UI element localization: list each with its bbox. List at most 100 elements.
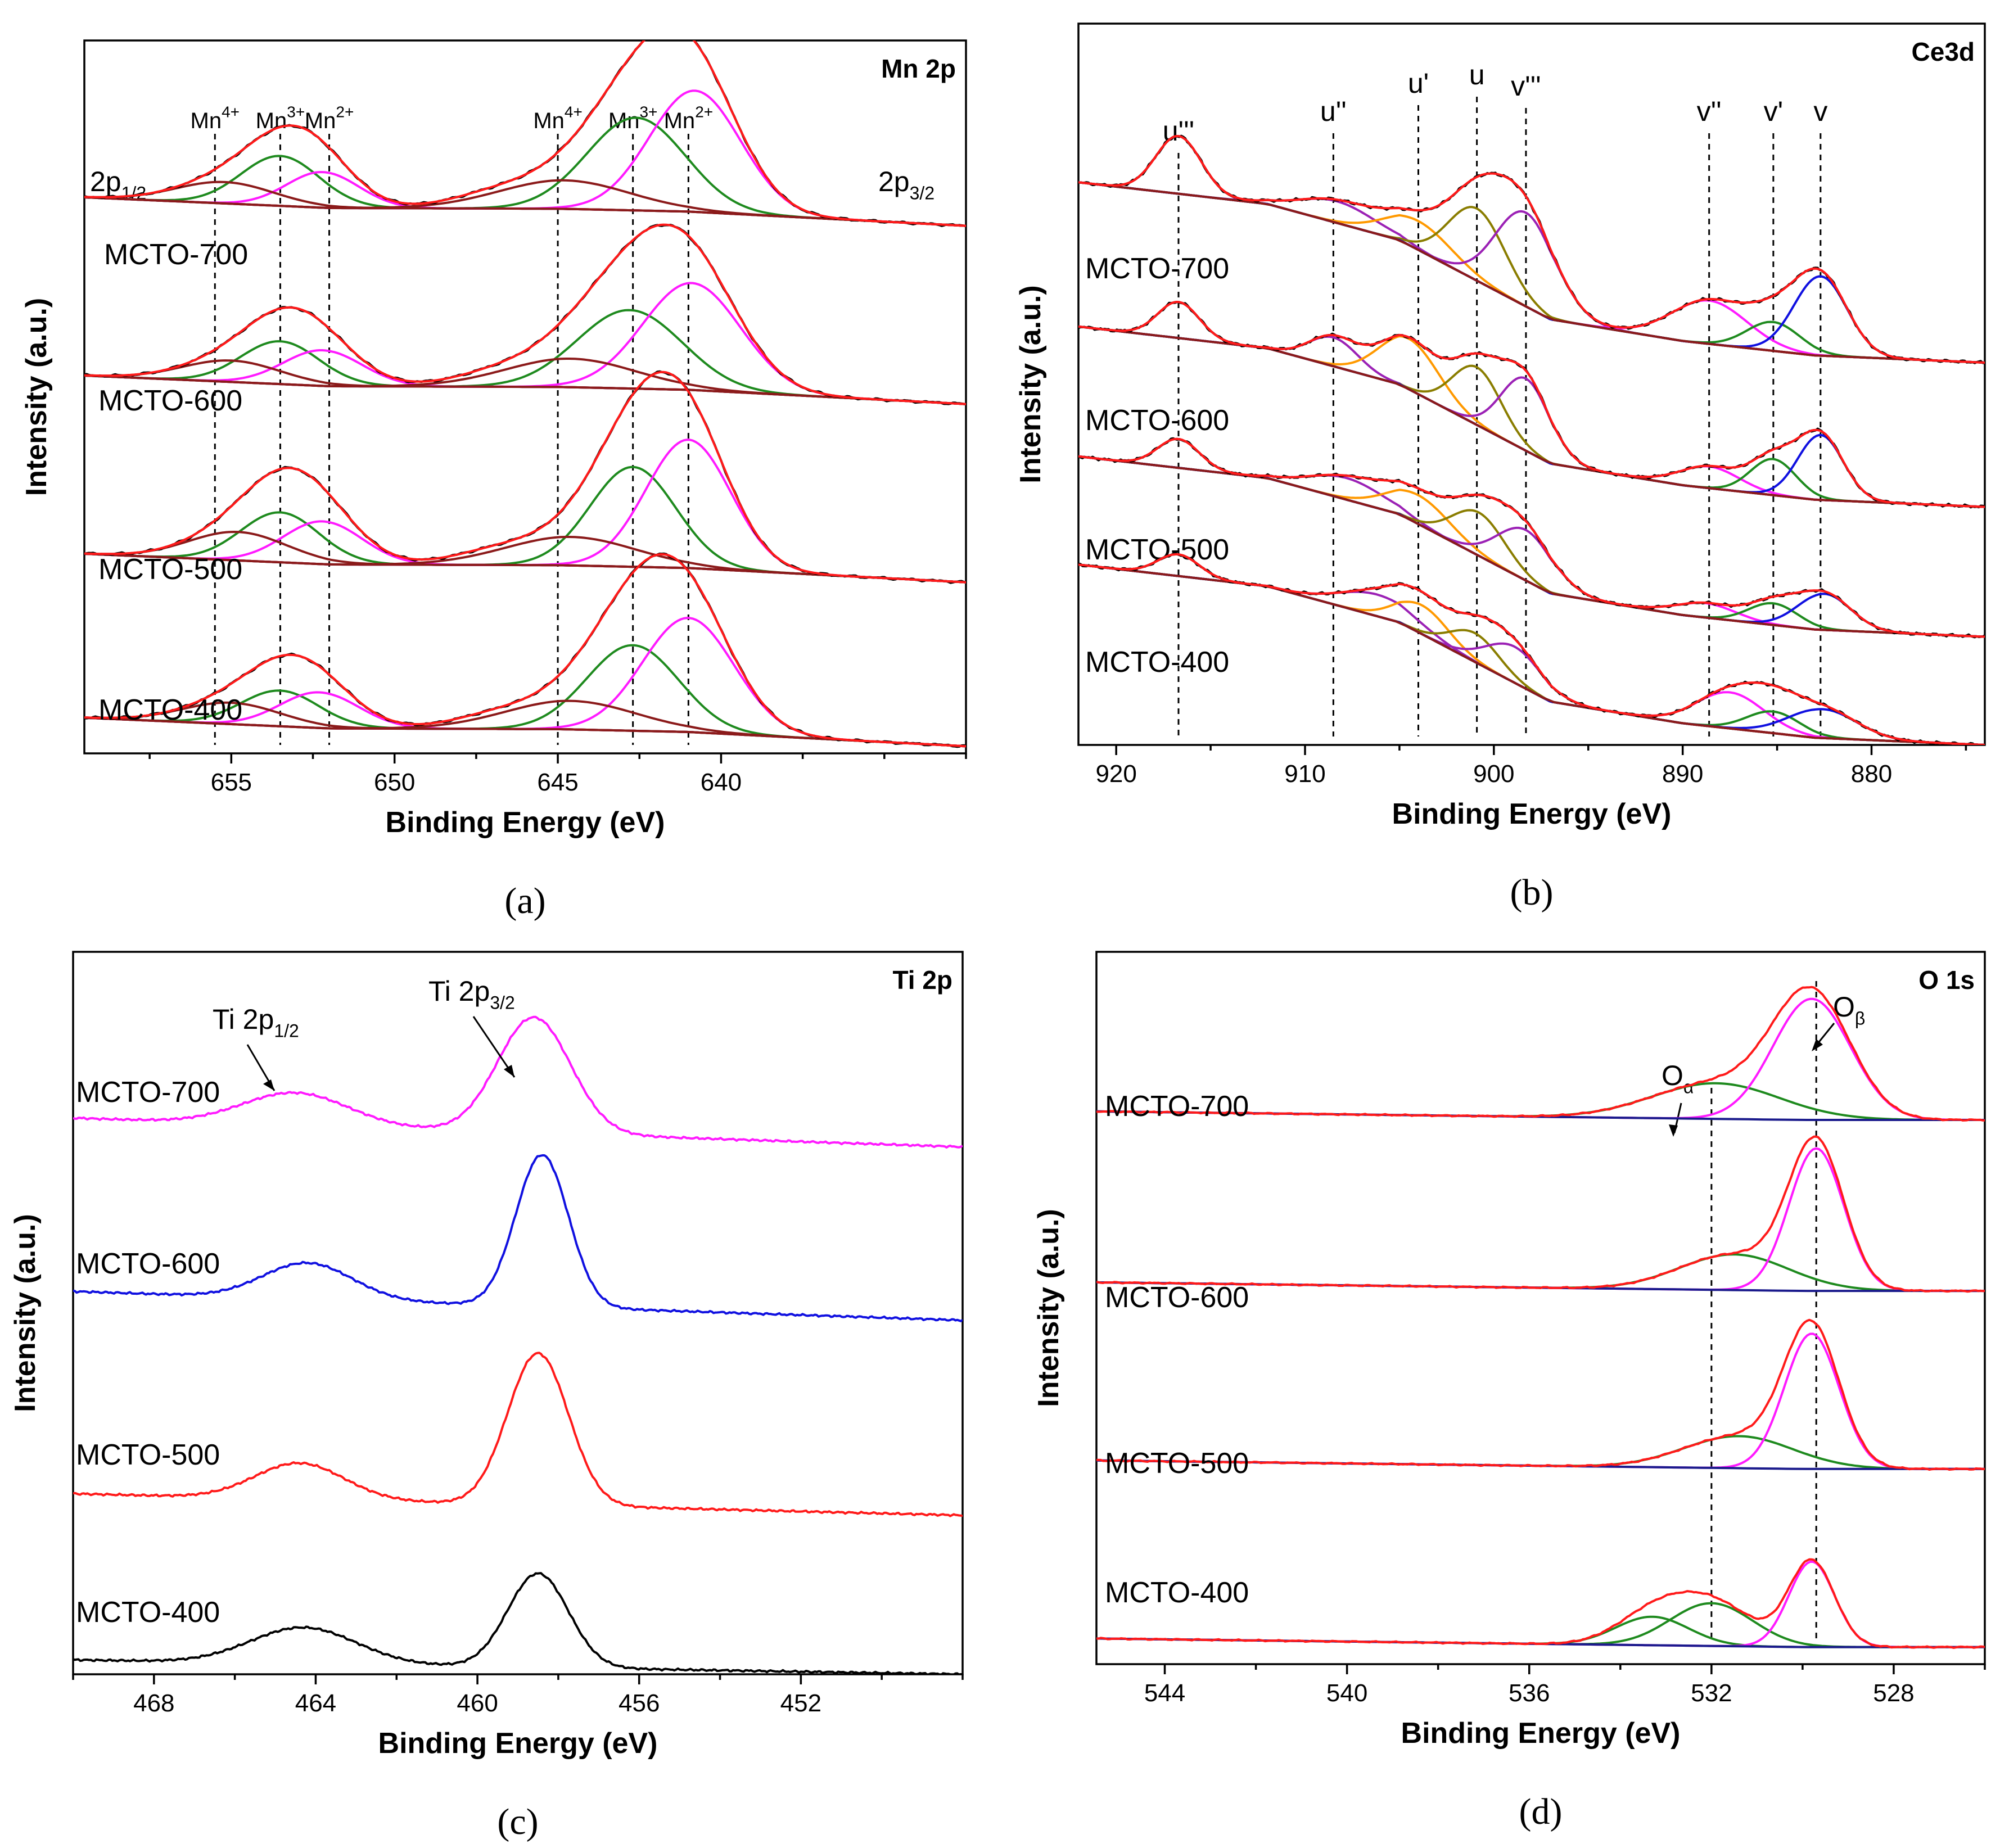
o-alpha-label: Oα bbox=[1662, 1060, 1694, 1097]
series-MCTO-500 bbox=[1078, 437, 1985, 639]
panel-title: Mn 2p bbox=[881, 54, 956, 83]
fit-envelope bbox=[1096, 1135, 1985, 1293]
x-axis-title: Binding Energy (eV) bbox=[1401, 1717, 1681, 1750]
baseline-curve bbox=[84, 553, 966, 584]
sample-label: MCTO-400 bbox=[1085, 646, 1229, 679]
panel-d-o1s: 544 540 536 532 528 Binding Energy (eV) Intens… bbox=[1032, 951, 1986, 1832]
x-tick-label: 880 bbox=[1851, 760, 1892, 788]
baseline-curve bbox=[84, 196, 966, 227]
panel-caption: (a) bbox=[504, 880, 545, 921]
x-tick-label: 544 bbox=[1144, 1679, 1185, 1707]
ti-spectrum bbox=[73, 1015, 963, 1149]
ce-peak-label: v' bbox=[1764, 96, 1784, 127]
o-beta-arrowhead bbox=[1812, 1039, 1823, 1051]
plot-frame bbox=[1077, 22, 1986, 746]
fit-envelope bbox=[1078, 135, 1985, 364]
ce-peak-label: v'' bbox=[1697, 96, 1722, 127]
ti-spectrum bbox=[73, 1352, 963, 1517]
x-tick-label: 460 bbox=[457, 1689, 498, 1717]
sample-label: MCTO-700 bbox=[76, 1076, 220, 1109]
series-MCTO-600 bbox=[1096, 1135, 1985, 1293]
series-MCTO-600 bbox=[1078, 301, 1985, 509]
sample-label: MCTO-500 bbox=[76, 1439, 220, 1471]
sample-label: MCTO-600 bbox=[98, 385, 242, 417]
sample-label: MCTO-400 bbox=[1105, 1576, 1249, 1609]
panel-caption: (c) bbox=[497, 1801, 538, 1842]
sample-label: MCTO-400 bbox=[76, 1596, 220, 1629]
x-tick-label: 532 bbox=[1691, 1679, 1732, 1707]
x-axis-title: Binding Energy (eV) bbox=[1392, 798, 1672, 830]
fit-envelope bbox=[1078, 553, 1985, 745]
series-MCTO-400 bbox=[73, 1572, 963, 1674]
x-tick-label: 456 bbox=[618, 1689, 660, 1717]
series-MCTO-700 bbox=[1078, 134, 1985, 364]
x-axis-title: Binding Energy (eV) bbox=[386, 806, 665, 839]
panel-c-ti2p: 468 464 460 456 452 Binding Energy (eV) Intens… bbox=[9, 951, 964, 1842]
fit-envelope bbox=[1096, 1558, 1985, 1649]
ti-2p12-arrowhead bbox=[263, 1079, 274, 1091]
series-MCTO-500 bbox=[73, 1352, 963, 1517]
mn-state-label: Mn4+ bbox=[191, 103, 240, 133]
plot-frame bbox=[83, 39, 967, 754]
baseline-curve bbox=[1078, 181, 1985, 364]
panel-b-ce3d: 920 910 900 890 880 Binding Energy (eV) Intens… bbox=[1014, 22, 1986, 913]
fit-envelope bbox=[1078, 437, 1985, 638]
plot-frame bbox=[1095, 951, 1986, 1665]
x-tick-label: 640 bbox=[701, 769, 742, 796]
fit-envelope bbox=[1096, 986, 1985, 1122]
fit-envelope bbox=[84, 370, 966, 584]
panel-title: Ti 2p bbox=[892, 965, 952, 995]
ti-spectrum bbox=[73, 1154, 963, 1322]
sample-label: MCTO-500 bbox=[98, 553, 242, 586]
baseline-curve bbox=[84, 374, 966, 405]
y-axis-title: Intensity (a.u.) bbox=[1014, 285, 1047, 483]
sample-label: MCTO-700 bbox=[104, 238, 248, 271]
series-MCTO-600 bbox=[73, 1154, 963, 1322]
panel-a-mn2p: 655 650 645 640 Binding Energy (eV) Intensity… bbox=[20, 39, 967, 921]
mn-state-label: Mn2+ bbox=[664, 103, 714, 133]
panel-title: Ce3d bbox=[1912, 37, 1975, 66]
ti-2p32-arrowhead bbox=[504, 1065, 514, 1077]
series-MCTO-500 bbox=[84, 370, 966, 584]
series-MCTO-700 bbox=[84, 40, 966, 227]
mn-state-label: Mn2+ bbox=[305, 103, 354, 133]
x-tick-label: 452 bbox=[780, 1689, 821, 1717]
x-tick-label: 900 bbox=[1473, 760, 1514, 788]
x-tick-label: 540 bbox=[1326, 1679, 1367, 1707]
fit-envelope bbox=[84, 223, 966, 405]
ce-peak-label: u'' bbox=[1320, 96, 1347, 127]
series-MCTO-700 bbox=[1096, 986, 1985, 1122]
series-MCTO-600 bbox=[84, 223, 966, 405]
x-tick-label: 920 bbox=[1095, 760, 1136, 788]
series-MCTO-500 bbox=[1096, 1318, 1985, 1471]
ti-2p32-arrow bbox=[472, 1016, 516, 1078]
ti-spectrum bbox=[73, 1572, 963, 1674]
fit-envelope bbox=[84, 553, 966, 748]
orbital-label-2p32: 2p3/2 bbox=[878, 166, 934, 203]
fit-envelope bbox=[84, 40, 966, 227]
sample-label: MCTO-700 bbox=[1105, 1090, 1249, 1123]
x-tick-label: 536 bbox=[1509, 1679, 1550, 1707]
panel-caption: (d) bbox=[1519, 1791, 1563, 1832]
sample-label: MCTO-700 bbox=[1085, 252, 1229, 285]
x-tick-label: 650 bbox=[374, 769, 415, 796]
ce-peak-label: v bbox=[1813, 96, 1827, 127]
x-tick-label: 468 bbox=[133, 1689, 174, 1717]
sample-label: MCTO-500 bbox=[1105, 1447, 1249, 1480]
x-axis-title: Binding Energy (eV) bbox=[378, 1727, 658, 1760]
mn-state-label: Mn3+ bbox=[256, 103, 305, 133]
sample-label: MCTO-600 bbox=[1085, 404, 1229, 437]
y-axis-title: Intensity (a.u.) bbox=[1032, 1209, 1065, 1407]
panel-caption: (b) bbox=[1510, 872, 1554, 913]
o-alpha-arrowhead bbox=[1669, 1124, 1678, 1137]
x-tick-label: 910 bbox=[1284, 760, 1325, 788]
x-tick-label: 890 bbox=[1662, 760, 1703, 788]
series-MCTO-400 bbox=[1078, 552, 1985, 745]
y-axis-title: Intensity (a.u.) bbox=[20, 298, 53, 496]
panel-title: O 1s bbox=[1918, 965, 1975, 995]
sample-label: MCTO-400 bbox=[98, 694, 242, 726]
sample-label: MCTO-600 bbox=[76, 1248, 220, 1280]
ce-peak-label: v''' bbox=[1511, 70, 1541, 102]
